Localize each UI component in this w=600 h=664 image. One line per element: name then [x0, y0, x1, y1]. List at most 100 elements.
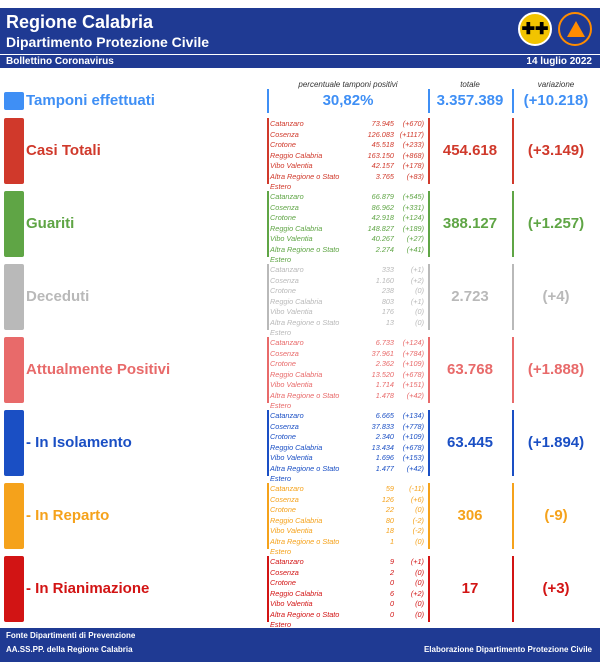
bulletin-bar: Bollettino Coronavirus 14 luglio 2022 — [0, 54, 600, 68]
section-total: 454.618 — [442, 142, 498, 159]
province-row: Vibo Valentia 18 (-2) — [270, 526, 426, 537]
province-value: 6.665 — [375, 411, 394, 420]
province-delta: (+109) — [402, 359, 424, 368]
province-value: 176 — [381, 307, 394, 316]
col-head-total: totale — [460, 80, 480, 89]
province-delta: (0) — [415, 317, 424, 327]
province-delta: (+124) — [402, 213, 424, 222]
province-table: Catanzaro 6.665 (+134) Cosenza 37.833 (+778) C… — [270, 411, 426, 483]
province-delta: (+27) — [406, 234, 424, 243]
province-row: Crotone 45.518 (+233) — [270, 140, 426, 151]
province-value: 13 — [385, 317, 394, 327]
province-delta: (0) — [415, 609, 424, 619]
province-name: Vibo Valentia — [270, 453, 313, 462]
province-name: Cosenza — [270, 202, 299, 212]
province-name: Vibo Valentia — [270, 380, 313, 389]
province-row: Cosenza 126.083 (+1117) — [270, 130, 426, 141]
divider — [512, 191, 514, 257]
province-delta: (+151) — [402, 380, 424, 389]
province-value: 126.083 — [367, 129, 394, 139]
province-row: Crotone 42.918 (+124) — [270, 213, 426, 224]
province-row: Catanzaro 9 (+1) — [270, 557, 426, 568]
section-swatch — [4, 483, 24, 549]
province-row: Catanzaro 59 (-11) — [270, 484, 426, 495]
province-name: Crotone — [270, 286, 296, 295]
province-delta: (+42) — [406, 463, 424, 473]
province-delta: (+233) — [402, 140, 424, 149]
province-delta: (+678) — [402, 369, 424, 379]
province-name: Reggio Calabria — [270, 296, 323, 306]
province-name: Altra Regione o Stato Estero — [270, 609, 340, 630]
province-row: Reggio Calabria 13.520 (+678) — [270, 370, 426, 381]
section-row: Guariti Catanzaro 66.879 (+545) Cosenza 86.96… — [0, 191, 600, 264]
province-name: Cosenza — [270, 494, 299, 504]
province-row: Vibo Valentia 42.157 (+178) — [270, 161, 426, 172]
page-subtitle: Dipartimento Protezione Civile — [6, 34, 210, 50]
province-delta: (0) — [415, 567, 424, 577]
province-value: 59 — [385, 484, 394, 493]
province-delta: (+778) — [402, 421, 424, 431]
province-value: 22 — [385, 505, 394, 514]
section-swatch — [4, 410, 24, 476]
province-table: Catanzaro 333 (+1) Cosenza 1.160 (+2) Crotone 2… — [270, 265, 426, 337]
province-value: 86.962 — [371, 202, 394, 212]
divider — [267, 191, 269, 257]
province-name: Catanzaro — [270, 338, 304, 347]
province-row: Cosenza 126 (+6) — [270, 495, 426, 506]
province-row: Cosenza 86.962 (+331) — [270, 203, 426, 214]
province-name: Crotone — [270, 213, 296, 222]
province-name: Cosenza — [270, 348, 299, 358]
province-delta: (+331) — [402, 202, 424, 212]
province-value: 40.267 — [371, 234, 394, 243]
divider — [267, 483, 269, 549]
regione-calabria-logo-icon: ✚✚ — [518, 12, 552, 46]
section-variation: (-9) — [544, 507, 568, 524]
col-head-var: variazione — [537, 80, 575, 89]
divider — [512, 118, 514, 184]
province-value: 6 — [389, 588, 394, 598]
section-variation: (+4) — [542, 288, 570, 305]
section-total: 63.445 — [447, 434, 493, 451]
province-name: Crotone — [270, 578, 296, 587]
province-delta: (+109) — [402, 432, 424, 441]
section-swatch — [4, 337, 24, 403]
divider — [267, 118, 269, 184]
province-delta: (0) — [415, 578, 424, 587]
divider — [512, 483, 514, 549]
province-delta: (+124) — [402, 338, 424, 347]
province-name: Reggio Calabria — [270, 588, 323, 598]
province-delta: (+670) — [402, 119, 424, 128]
section-row: - In Rianimazione Catanzaro 9 (+1) Cosenza 2 (… — [0, 556, 600, 630]
tamponi-label: Tamponi effettuati — [26, 92, 155, 109]
province-row: Altra Regione o Stato Estero 0 (0) — [270, 609, 426, 630]
province-row: Catanzaro 66.879 (+545) — [270, 192, 426, 203]
province-row: Cosenza 37.833 (+778) — [270, 422, 426, 433]
province-value: 2.274 — [375, 244, 394, 254]
divider — [267, 556, 269, 622]
province-row: Vibo Valentia 1.696 (+153) — [270, 453, 426, 464]
divider — [428, 410, 430, 476]
section-label: - In Isolamento — [26, 434, 132, 451]
province-name: Reggio Calabria — [270, 150, 323, 160]
province-value: 13.520 — [371, 369, 394, 379]
province-row: Catanzaro 333 (+1) — [270, 265, 426, 276]
divider — [428, 191, 430, 257]
divider — [267, 89, 269, 113]
province-value: 42.918 — [371, 213, 394, 222]
section-variation: (+1.888) — [527, 361, 585, 378]
province-value: 0 — [389, 578, 394, 587]
province-value: 42.157 — [371, 161, 394, 170]
province-row: Vibo Valentia 40.267 (+27) — [270, 234, 426, 245]
province-delta: (+6) — [410, 494, 424, 504]
page-title: Regione Calabria — [6, 12, 154, 32]
province-name: Catanzaro — [270, 411, 304, 420]
footer-credit: Elaborazione Dipartimento Protezione Civ… — [423, 645, 592, 654]
divider — [428, 264, 430, 330]
province-name: Altra Regione o Stato Estero — [270, 171, 340, 192]
province-value: 148.827 — [367, 223, 394, 233]
province-value: 1.477 — [375, 463, 394, 473]
province-name: Catanzaro — [270, 119, 304, 128]
province-delta: (-2) — [412, 515, 424, 525]
divider — [267, 264, 269, 330]
province-value: 1.714 — [375, 380, 394, 389]
